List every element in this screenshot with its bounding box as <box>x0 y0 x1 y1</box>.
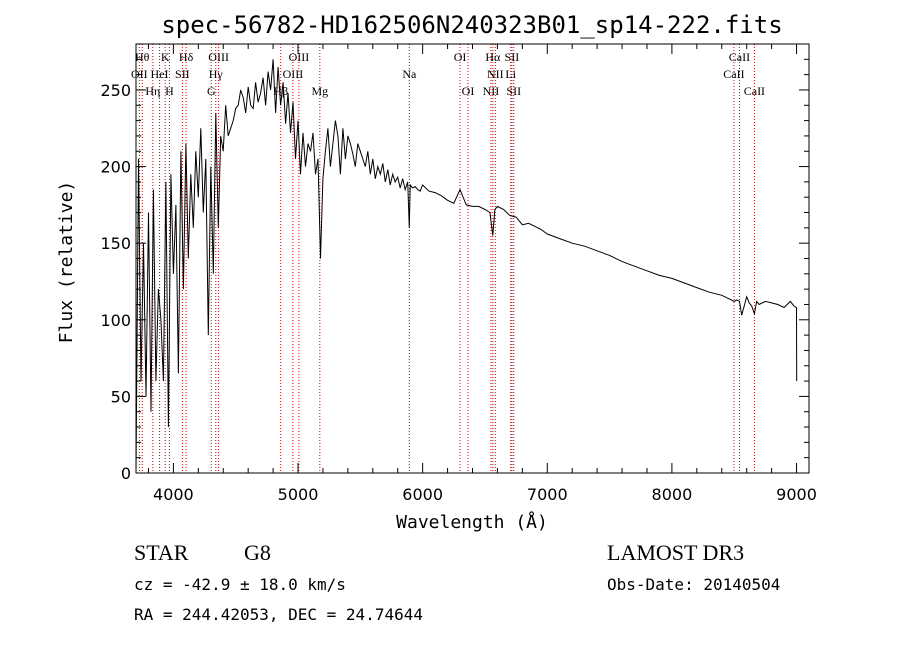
object-class: STAR <box>134 540 189 565</box>
x-tick-label: 5000 <box>278 485 319 504</box>
marker-label: SII <box>175 67 190 81</box>
plot-frame <box>135 43 810 474</box>
y-tick-label: 250 <box>100 81 131 100</box>
spectrum-line <box>135 59 798 474</box>
marker-label: NII <box>483 84 500 98</box>
marker-label: HeI <box>151 67 169 81</box>
redshift-text: cz = -42.9 ± 18.0 km/s <box>134 575 346 594</box>
y-axis-label: Flux (relative) <box>56 181 77 344</box>
marker-label: SII <box>505 50 520 64</box>
x-tick-label: 9000 <box>776 485 817 504</box>
marker-label: H <box>165 84 174 98</box>
marker-label: OI <box>462 84 475 98</box>
marker-label: OI <box>454 50 467 64</box>
y-tick-label: 50 <box>111 387 131 406</box>
marker-label: Hη <box>145 84 160 98</box>
marker-label: Mg <box>311 84 328 98</box>
x-tick-label: 7000 <box>527 485 568 504</box>
x-tick-label: 8000 <box>652 485 693 504</box>
marker-label: Hγ <box>209 67 224 81</box>
x-tick-label: 6000 <box>402 485 443 504</box>
obs-date: Obs-Date: 20140504 <box>607 575 780 594</box>
marker-label: OIII <box>283 67 304 81</box>
marker-label: Li <box>505 67 516 81</box>
subclass: G8 <box>244 540 271 565</box>
y-axis: 0 50 100 150 200 250 <box>100 58 809 483</box>
marker-label: CaII <box>723 67 744 81</box>
marker-label: Na <box>402 67 417 81</box>
line-markers <box>138 44 755 473</box>
marker-label: OIII <box>208 50 229 64</box>
marker-label: Hβ <box>273 84 288 98</box>
x-axis-label: Wavelength (Å) <box>396 511 548 533</box>
marker-label: OIII <box>289 50 310 64</box>
chart-title: spec-56782-HD162506N240323B01_sp14-222.f… <box>161 11 782 39</box>
marker-label: K <box>161 50 170 64</box>
marker-label: Hα <box>485 50 501 64</box>
x-tick-label: 4000 <box>153 485 194 504</box>
marker-label: SII <box>506 84 521 98</box>
y-tick-label: 150 <box>100 234 131 253</box>
y-tick-label: 100 <box>100 311 131 330</box>
coordinates: RA = 244.42053, DEC = 24.74644 <box>134 605 423 624</box>
survey-name: LAMOST DR3 <box>607 540 744 565</box>
marker-label: NII <box>487 67 504 81</box>
y-tick-label: 200 <box>100 158 131 177</box>
marker-label: CaII <box>744 84 765 98</box>
marker-label: OII <box>131 67 148 81</box>
marker-label: Hδ <box>179 50 194 64</box>
marker-label: Hθ <box>135 50 150 64</box>
marker-label: CaII <box>729 50 750 64</box>
x-axis: 4000 5000 6000 7000 8000 9000 <box>147 44 817 504</box>
marker-label: G <box>207 84 216 98</box>
y-tick-label: 0 <box>121 464 131 483</box>
